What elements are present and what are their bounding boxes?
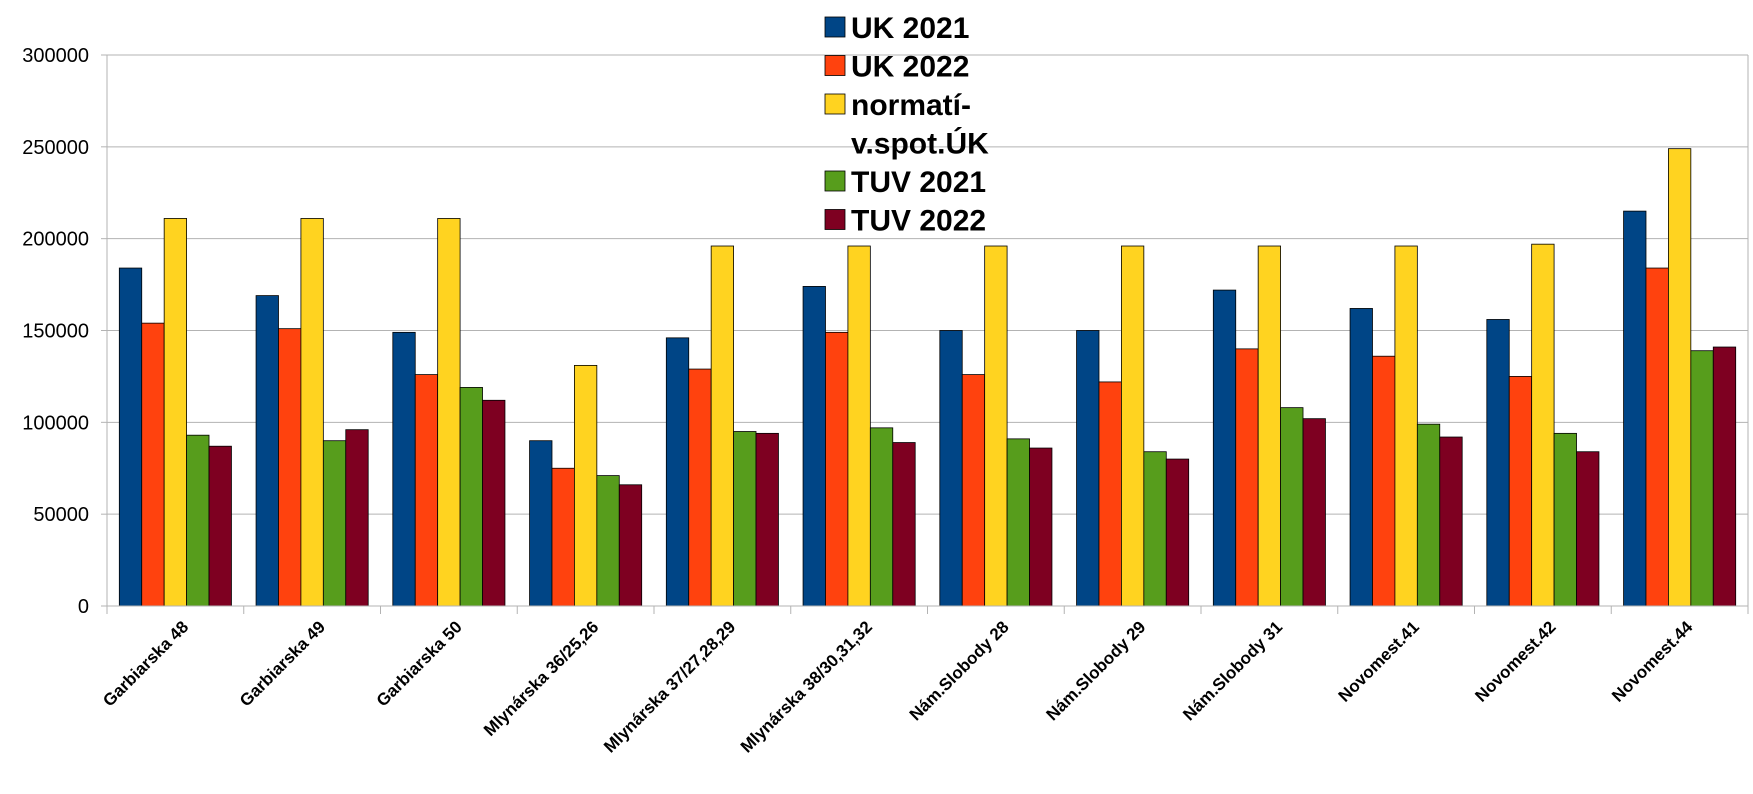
bar (665, 337, 690, 607)
x-tick-label: Novomest.42 (1471, 617, 1559, 705)
bar (1280, 407, 1304, 607)
bar (688, 368, 712, 607)
bar (1394, 245, 1418, 607)
bar (1531, 243, 1555, 607)
bar (141, 322, 165, 607)
legend-label: TUV 2021 (851, 166, 986, 199)
gridlines (107, 54, 1748, 607)
legend-label: UK 2021 (851, 12, 969, 45)
y-tick-label: 200000 (22, 229, 89, 251)
legend: UK 2021 UK 2022 normatí-v.spot.ÚK TUV 2021 T… (824, 12, 989, 238)
y-tick-label: 150000 (22, 321, 89, 343)
legend-swatch (824, 170, 846, 192)
bar (1486, 319, 1510, 607)
bar (414, 374, 439, 607)
bar (618, 484, 643, 607)
bar (482, 399, 506, 607)
y-tick-label: 100000 (22, 412, 89, 434)
bar (118, 267, 143, 607)
bar (892, 442, 916, 607)
bar (392, 331, 416, 607)
bar (437, 218, 461, 607)
bar (1143, 451, 1167, 607)
bar (1098, 381, 1122, 607)
legend-swatch (824, 93, 846, 115)
bar (847, 245, 871, 607)
bar (1076, 330, 1100, 607)
x-tick-label: Novomest.44 (1608, 617, 1697, 706)
x-tick-label: Garbiarska 49 (236, 617, 329, 710)
x-tick-label: Mlynárska 36/25,26 (480, 617, 602, 739)
y-tick-label: 250000 (22, 137, 89, 159)
bar (529, 440, 553, 607)
bar (825, 331, 849, 607)
bar (1645, 267, 1669, 607)
bar (551, 467, 575, 607)
bar (1235, 348, 1259, 607)
bar (710, 245, 734, 607)
bar (1690, 350, 1714, 607)
bar (961, 374, 986, 607)
x-tick-label: Mlynárska 38/30,31,32 (737, 617, 876, 756)
bar (1121, 245, 1145, 607)
bar (1302, 418, 1326, 607)
bar (163, 218, 187, 607)
bar (208, 445, 232, 607)
bar (984, 245, 1008, 607)
bar (869, 427, 894, 607)
bar (1623, 210, 1647, 607)
legend-label: UK 2022 (851, 51, 969, 84)
bar (733, 431, 757, 607)
x-tick-label: Garbiarska 48 (99, 617, 192, 710)
bar (1257, 245, 1281, 607)
bar (755, 432, 779, 607)
x-tick-label: Nám.Slobody 28 (906, 617, 1013, 724)
bar (1712, 346, 1737, 607)
legend-swatch (824, 209, 846, 230)
y-tick-label: 300000 (22, 45, 89, 67)
bar (1212, 289, 1237, 607)
bar (1508, 376, 1533, 607)
bar (1576, 451, 1600, 607)
x-tick-label: Nám.Slobody 31 (1179, 617, 1286, 724)
bar (186, 434, 210, 607)
y-tick-label: 50000 (33, 504, 89, 526)
bar (802, 286, 826, 607)
bar (1349, 308, 1373, 607)
bar (345, 429, 369, 607)
x-tick-label: Novomest.41 (1335, 617, 1423, 705)
bar (255, 295, 279, 607)
bar (1416, 423, 1441, 607)
bar (322, 440, 347, 607)
legend-swatch (824, 55, 846, 76)
bar (278, 328, 302, 607)
bar (1165, 458, 1190, 607)
y-tick-label: 0 (78, 596, 89, 618)
legend-label: normatí- (851, 89, 971, 122)
bar (1372, 355, 1396, 607)
x-tick-label: Garbiarska 50 (373, 617, 466, 710)
bar (1029, 447, 1053, 607)
bar (939, 330, 963, 607)
bar (459, 387, 483, 607)
bar (1006, 438, 1030, 607)
bar (1668, 148, 1692, 607)
legend-swatch (824, 16, 846, 38)
bar (300, 218, 324, 607)
bar (1439, 436, 1463, 607)
bar (596, 475, 620, 607)
x-tick-label: Nám.Slobody 29 (1042, 617, 1149, 724)
bar (1553, 432, 1577, 607)
x-tick-label: Mlynárska 37/27,28,29 (600, 617, 739, 756)
legend-label: TUV 2022 (851, 205, 986, 238)
legend-label: v.spot.ÚK (851, 127, 989, 161)
bar (574, 364, 598, 607)
